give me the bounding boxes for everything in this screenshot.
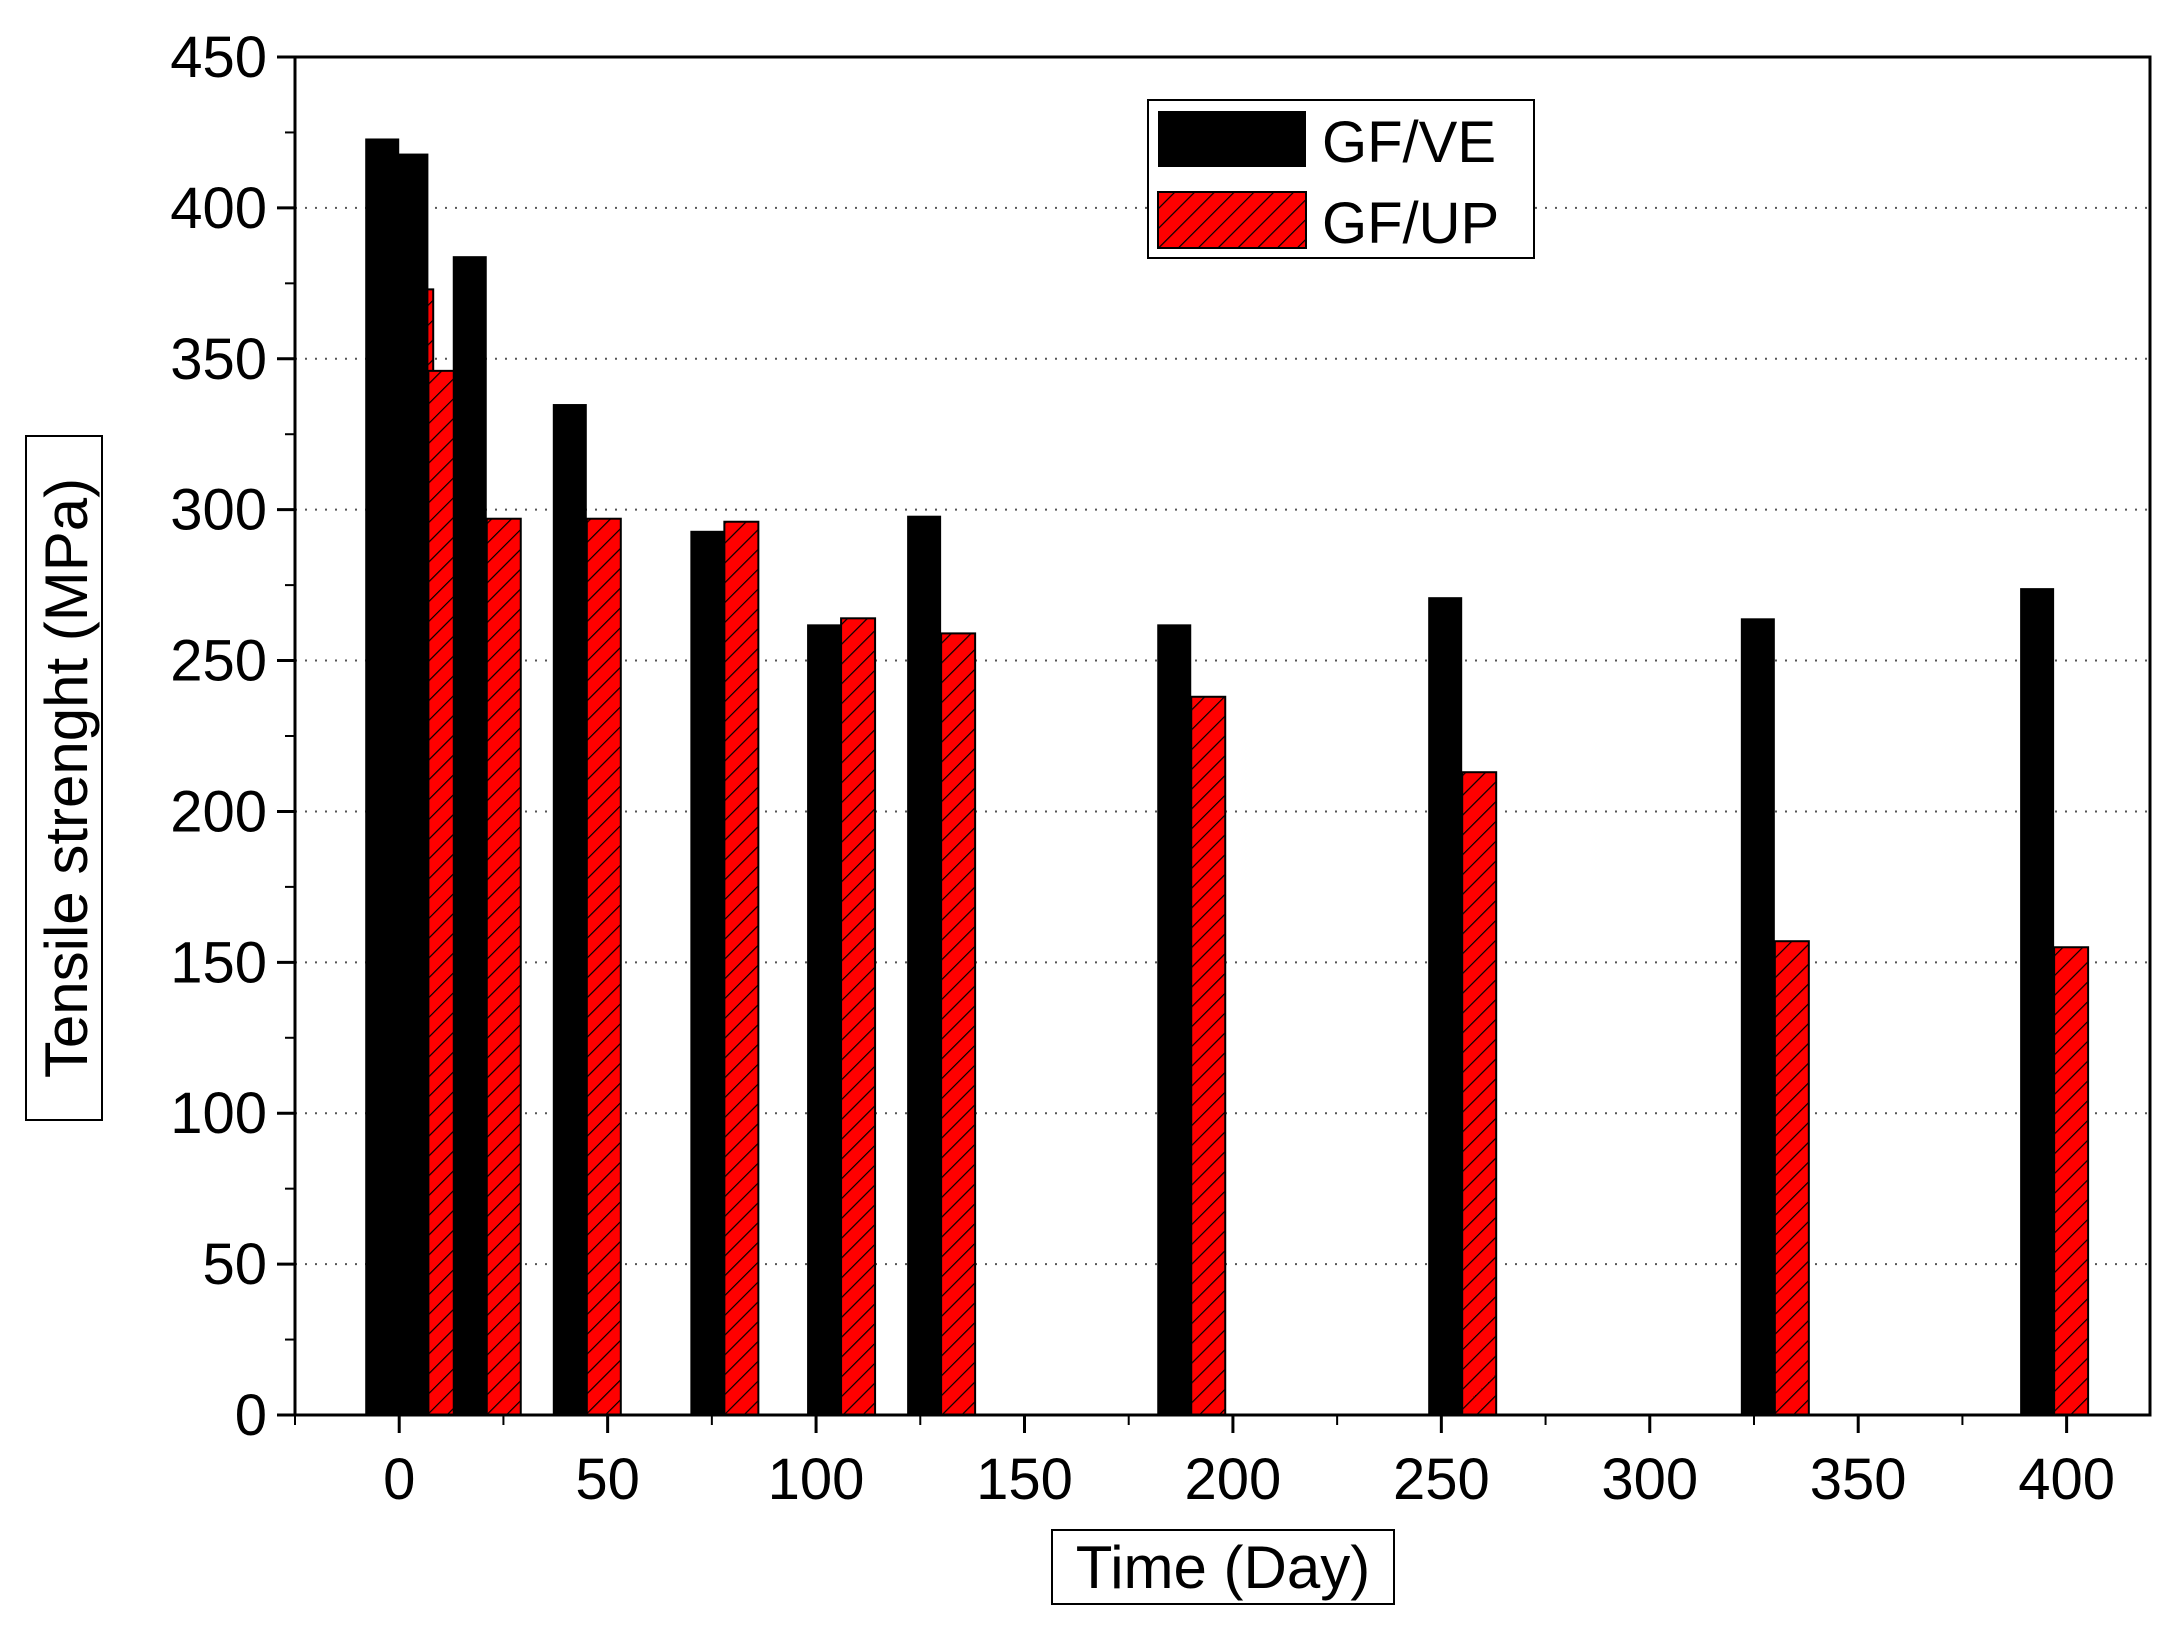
x-tick-label: 50 xyxy=(575,1447,640,1512)
bar-gf-ve xyxy=(807,624,842,1415)
legend: GF/VE GF/UP xyxy=(1147,99,1535,259)
bar-gf-up xyxy=(940,632,977,1416)
bar-gf-up xyxy=(1190,695,1227,1416)
bar-gf-ve xyxy=(1157,624,1192,1415)
x-tick-label: 100 xyxy=(768,1447,865,1512)
x-tick-label: 0 xyxy=(383,1447,415,1512)
bar-gf-ve xyxy=(1740,618,1775,1415)
y-tick-label: 250 xyxy=(170,629,267,694)
x-axis-title: Time (Day) xyxy=(1076,1534,1370,1601)
legend-label-gf-ve: GF/VE xyxy=(1322,110,1496,175)
bar-gf-ve xyxy=(2020,588,2055,1415)
x-tick-label: 250 xyxy=(1393,1447,1490,1512)
y-tick-label: 450 xyxy=(170,25,267,90)
y-tick-label: 300 xyxy=(170,478,267,543)
y-axis-title: Tensile strenght (MPa) xyxy=(33,478,100,1078)
bar-gf-up xyxy=(2053,946,2090,1416)
y-tick-label: 100 xyxy=(170,1081,267,1146)
bar-gf-ve xyxy=(365,138,400,1416)
bar-gf-up xyxy=(1461,771,1498,1416)
y-tick-label: 0 xyxy=(235,1383,267,1448)
bar-gf-up xyxy=(1773,940,1810,1416)
bar-gf-up xyxy=(723,520,760,1416)
bar-gf-ve xyxy=(1428,597,1463,1415)
y-tick-label: 400 xyxy=(170,176,267,241)
axes: 0 50 100 150 200 250 300 350 400 450 0 50 100 150 200 2… xyxy=(170,25,2115,1512)
bar-gf-ve xyxy=(452,256,487,1415)
bar-gf-up xyxy=(485,517,522,1416)
bar-gf-up xyxy=(840,617,877,1416)
x-tick-label: 350 xyxy=(1810,1447,1907,1512)
bar-gf-ve xyxy=(552,404,587,1415)
legend-label-gf-up: GF/UP xyxy=(1322,191,1499,256)
y-tick-label: 50 xyxy=(202,1232,267,1297)
y-tick-label: 150 xyxy=(170,930,267,995)
y-axis-title-box: Tensile strenght (MPa) xyxy=(25,435,103,1121)
y-tick-label: 350 xyxy=(170,327,267,392)
x-axis-title-box: Time (Day) xyxy=(1051,1529,1395,1605)
bar-gf-up xyxy=(585,517,622,1416)
x-tick-label: 400 xyxy=(2018,1447,2115,1512)
bars xyxy=(365,138,2090,1416)
y-tick-label: 200 xyxy=(170,779,267,844)
x-tick-label: 150 xyxy=(976,1447,1073,1512)
x-tick-label: 300 xyxy=(1601,1447,1698,1512)
legend-swatch-gf-up xyxy=(1157,191,1307,249)
bar-gf-ve xyxy=(690,530,725,1415)
x-tick-label: 200 xyxy=(1185,1447,1282,1512)
bar-gf-ve xyxy=(394,153,429,1416)
legend-swatch-gf-ve xyxy=(1158,111,1306,167)
bar-gf-ve xyxy=(907,515,942,1415)
